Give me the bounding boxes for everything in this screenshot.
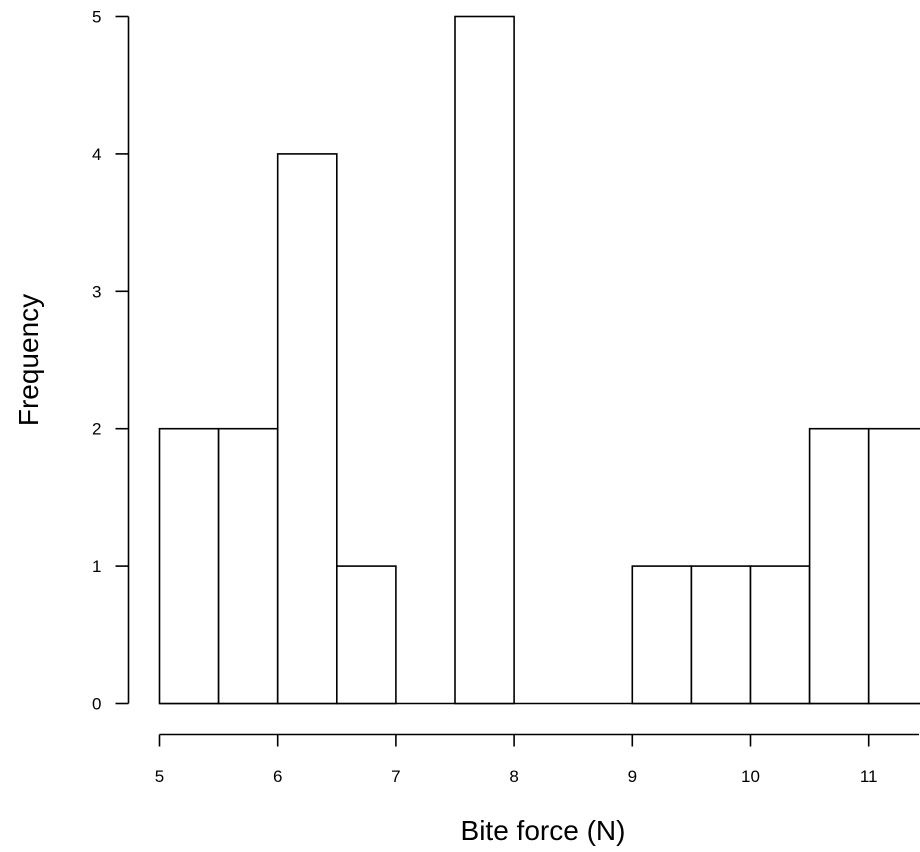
x-tick-label-5: 10 xyxy=(741,767,760,786)
histogram-bar-8 xyxy=(631,565,693,705)
y-tick-label-4: 4 xyxy=(92,145,101,164)
histogram-bar-1 xyxy=(217,427,279,705)
y-tick-label-0: 0 xyxy=(92,695,101,714)
y-tick-label-3: 3 xyxy=(92,282,101,301)
y-tick-label-1: 1 xyxy=(92,557,101,576)
x-axis-title: Bite force (N) xyxy=(461,815,626,846)
bars-group xyxy=(158,15,920,705)
histogram-bar-10 xyxy=(749,565,811,705)
histogram-bar-0 xyxy=(158,427,220,705)
histogram-bar-12 xyxy=(867,427,920,705)
y-axis-title: Frequency xyxy=(13,294,44,426)
x-tick-label-1: 6 xyxy=(273,767,282,786)
x-tick-label-2: 7 xyxy=(391,767,400,786)
x-tick-label-4: 9 xyxy=(628,767,637,786)
histogram-bar-5 xyxy=(454,15,515,705)
y-tick-label-5: 5 xyxy=(92,8,101,27)
histogram-bar-11 xyxy=(808,427,870,705)
histogram-bar-3 xyxy=(335,565,397,705)
y-axis: 0 1 2 3 4 5 xyxy=(92,8,130,714)
x-axis: 5 6 7 8 9 10 11 xyxy=(155,733,919,786)
y-tick-label-2: 2 xyxy=(92,420,101,439)
x-tick-label-3: 8 xyxy=(509,767,518,786)
histogram-bar-2 xyxy=(276,153,338,705)
x-tick-label-0: 5 xyxy=(155,767,164,786)
histogram-bar-9 xyxy=(690,565,752,705)
x-tick-label-6: 11 xyxy=(860,767,878,786)
